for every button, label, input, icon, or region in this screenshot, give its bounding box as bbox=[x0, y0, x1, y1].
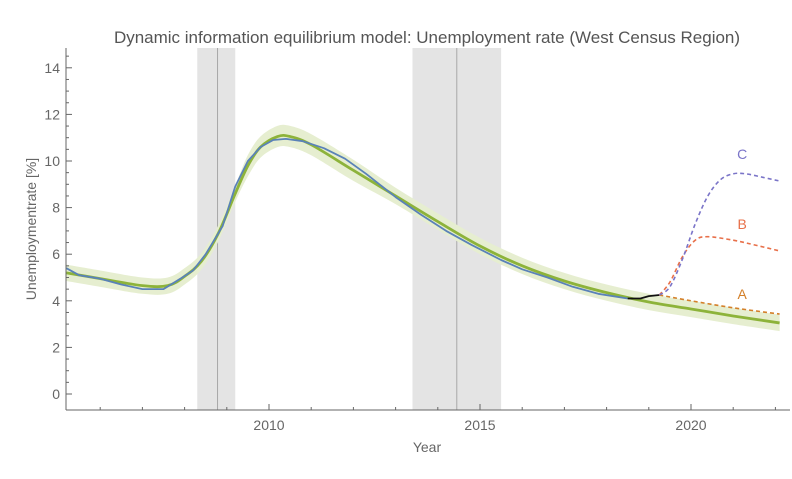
series-unemployment-rate-data bbox=[65, 138, 628, 300]
x-tick-label: 2015 bbox=[464, 417, 495, 433]
x-tick-label: 2010 bbox=[253, 417, 284, 433]
series-recent-data bbox=[627, 294, 660, 300]
series-b bbox=[658, 235, 780, 296]
x-axis-label: Year bbox=[413, 439, 442, 455]
y-tick-label: 14 bbox=[44, 60, 60, 76]
model-band bbox=[66, 124, 780, 332]
y-tick-label: 10 bbox=[44, 153, 60, 169]
y-tick-label: 8 bbox=[52, 200, 60, 216]
y-axis-label: Unemploymentrate [%] bbox=[23, 158, 39, 300]
scenario-labels: A B C bbox=[737, 146, 747, 302]
y-tick-label: 0 bbox=[52, 386, 60, 402]
chart-title: Dynamic information equilibrium model: U… bbox=[114, 28, 740, 47]
axes: 0 2 4 6 8 10 12 14 2010 2015 2020 bbox=[44, 48, 790, 433]
scenario-label-c: C bbox=[737, 146, 747, 162]
y-tick-label: 6 bbox=[52, 246, 60, 262]
y-tick-label: 2 bbox=[52, 339, 60, 355]
x-tick-label: 2020 bbox=[675, 417, 706, 433]
series-a bbox=[659, 294, 780, 315]
series-c bbox=[658, 172, 780, 296]
model-error-band bbox=[66, 124, 780, 332]
scenario-label-b: B bbox=[738, 216, 747, 232]
y-tick-label: 12 bbox=[44, 106, 60, 122]
shaded-region-1 bbox=[197, 48, 236, 410]
data-lines bbox=[65, 133, 780, 325]
scenario-label-a: A bbox=[738, 286, 748, 302]
y-tick-label: 4 bbox=[52, 293, 60, 309]
